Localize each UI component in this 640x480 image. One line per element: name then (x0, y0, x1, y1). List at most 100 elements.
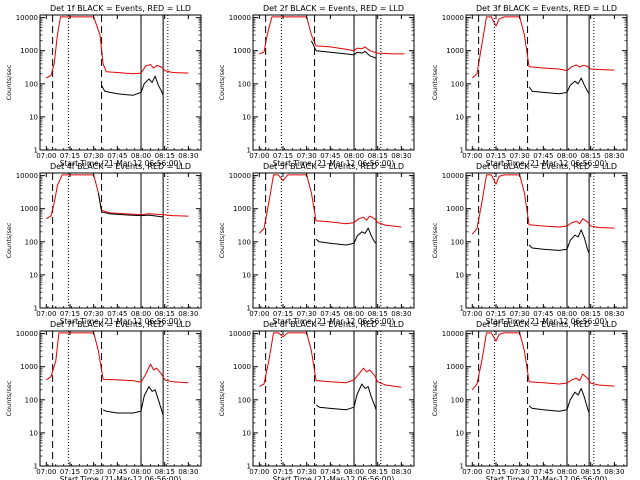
y-tick-label: 10 (242, 271, 251, 279)
x-tick-label: 07:15 (273, 310, 293, 318)
series-lld-line (471, 332, 615, 391)
x-tick-label: 08:30 (391, 152, 411, 160)
x-axis-label: Start Time (21-Mar-12 06:56:00) (273, 475, 395, 480)
x-tick-label: 07:00 (462, 468, 482, 476)
x-tick-label: 07:45 (533, 310, 553, 318)
y-tick-label: 100 (238, 238, 251, 246)
series-lld-line (46, 174, 189, 220)
series-lld-line (258, 174, 402, 234)
series-lld-line (46, 16, 189, 79)
y-tick-label: 1000 (233, 363, 251, 371)
y-tick-label: 10000 (442, 14, 464, 22)
panel-data (258, 173, 402, 308)
y-tick-label: 1 (34, 147, 38, 155)
y-tick-label: 1000 (233, 205, 251, 213)
panel-data (46, 173, 189, 308)
x-tick-label: 07:15 (486, 468, 506, 476)
x-axis-label: Start Time (21-Mar-12 06:56:00) (60, 317, 182, 326)
panel-det-7: Det 7f BLACK = Events, RED = LLD 07:00 07:… (5, 320, 202, 480)
series-events-line (315, 383, 377, 411)
y-axis-label: Counts/sec (5, 222, 13, 258)
x-tick-label: 07:30 (297, 468, 317, 476)
y-tick-label: 10 (29, 113, 38, 121)
x-tick-label: 07:00 (249, 310, 269, 318)
panel-det-9: Det 9f BLACK = Events, RED = LLD 07:00 07:… (431, 320, 628, 480)
y-tick-label: 1000 (233, 47, 251, 55)
x-tick-label: 08:30 (178, 152, 198, 160)
x-tick-label: 07:45 (320, 152, 340, 160)
panel-data (471, 331, 615, 466)
x-tick-label: 08:00 (131, 310, 151, 318)
y-axis-label: Counts/sec (218, 222, 226, 258)
x-tick-label: 07:30 (510, 152, 530, 160)
y-axis-label: Counts/sec (218, 380, 226, 416)
y-axis-label: Counts/sec (5, 64, 13, 100)
x-tick-label: 08:30 (604, 152, 624, 160)
plot-frame (252, 330, 415, 467)
x-tick-label: 08:30 (391, 310, 411, 318)
x-tick-label: 07:45 (107, 310, 127, 318)
x-tick-label: 08:30 (391, 468, 411, 476)
panel-data (46, 331, 189, 466)
y-tick-label: 10000 (16, 330, 38, 338)
x-tick-label: 07:45 (107, 152, 127, 160)
x-tick-label: 08:15 (581, 152, 601, 160)
plot-frame (465, 330, 628, 467)
x-tick-label: 07:00 (36, 152, 56, 160)
x-tick-label: 07:00 (249, 152, 269, 160)
y-tick-label: 10 (242, 113, 251, 121)
series-lld-line (259, 332, 402, 388)
x-axis-label: Start Time (21-Mar-12 06:56:00) (273, 159, 395, 168)
panel-title: Det 2f BLACK = Events, RED = LLD (263, 4, 404, 13)
x-tick-label: 08:15 (155, 468, 175, 476)
x-tick-label: 07:30 (84, 152, 104, 160)
x-tick-label: 08:30 (604, 468, 624, 476)
plot-frame (465, 14, 628, 151)
x-axis-label: Start Time (21-Mar-12 06:56:00) (486, 475, 608, 480)
x-axis-label: Start Time (21-Mar-12 06:56:00) (60, 159, 182, 168)
y-tick-label: 1000 (446, 363, 464, 371)
y-tick-label: 10000 (229, 172, 251, 180)
panel-det-4: Det 4f BLACK = Events, RED = LLD 07:00 07:… (5, 162, 202, 326)
x-tick-label: 07:30 (510, 468, 530, 476)
y-tick-label: 1 (247, 147, 251, 155)
panel-title: Det 1f BLACK = Events, RED = LLD (50, 4, 191, 13)
x-tick-label: 07:45 (107, 468, 127, 476)
y-tick-label: 1000 (446, 205, 464, 213)
y-tick-label: 10000 (442, 172, 464, 180)
y-tick-label: 10 (455, 271, 464, 279)
plot-frame (39, 14, 202, 151)
x-tick-label: 07:45 (320, 310, 340, 318)
x-tick-label: 07:00 (462, 310, 482, 318)
series-events-line (528, 229, 590, 254)
plot-frame (465, 172, 628, 309)
series-events-line (315, 227, 377, 246)
x-tick-label: 07:30 (510, 310, 530, 318)
x-tick-label: 07:15 (60, 152, 80, 160)
x-tick-label: 08:15 (368, 310, 388, 318)
panel-det-3: Det 3f BLACK = Events, RED = LLD 07:00 07:… (431, 4, 628, 168)
y-tick-label: 10000 (229, 14, 251, 22)
y-tick-label: 100 (25, 396, 38, 404)
x-tick-label: 08:15 (368, 152, 388, 160)
x-tick-label: 07:30 (84, 310, 104, 318)
x-tick-label: 07:00 (36, 468, 56, 476)
x-tick-label: 07:15 (273, 152, 293, 160)
plot-frame (252, 14, 415, 151)
y-axis-label: Counts/sec (218, 64, 226, 100)
series-lld-line (46, 332, 189, 384)
plot-frame (252, 172, 415, 309)
panel-det-2: Det 2f BLACK = Events, RED = LLD 07:00 07:… (218, 4, 415, 168)
panel-title: Det 5f BLACK = Events, RED = LLD (263, 162, 404, 171)
panel-data (259, 15, 405, 150)
panel-title: Det 3f BLACK = Events, RED = LLD (476, 4, 617, 13)
y-tick-label: 100 (25, 80, 38, 88)
y-tick-label: 100 (238, 396, 251, 404)
series-lld-line (471, 16, 615, 79)
y-tick-label: 10 (29, 271, 38, 279)
y-tick-label: 1 (247, 305, 251, 313)
y-tick-label: 10 (29, 429, 38, 437)
series-lld-line (259, 16, 405, 55)
panel-data (471, 15, 615, 150)
